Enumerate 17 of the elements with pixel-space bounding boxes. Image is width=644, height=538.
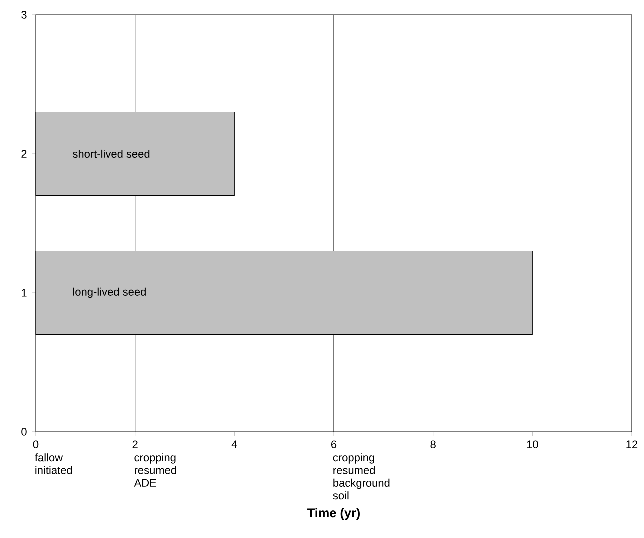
x-tick-label: 0 xyxy=(33,440,39,448)
data-label: short-lived seed xyxy=(73,150,150,158)
x-tick-label: 12 xyxy=(626,440,638,448)
x-axis-title: Time (yr) xyxy=(308,508,360,520)
y-tick-label: 0 xyxy=(22,428,27,436)
ref-line-label: cropping resumed ADE xyxy=(134,454,176,487)
x-tick-label: 8 xyxy=(430,440,436,448)
text: fallow initiated xyxy=(35,454,72,474)
y-tick-label: 3 xyxy=(22,11,27,19)
ref-line-label: cropping resumed background soil xyxy=(333,454,390,500)
x-tick-label: 2 xyxy=(132,440,138,448)
x-tick-label: 10 xyxy=(527,440,538,448)
data-label: long-lived seed xyxy=(73,288,146,298)
x-tick-label: 4 xyxy=(232,440,238,448)
y-tick-label: 2 xyxy=(22,150,27,158)
x-tick-label: 6 xyxy=(332,440,337,448)
y-tick-label: 1 xyxy=(22,289,27,297)
